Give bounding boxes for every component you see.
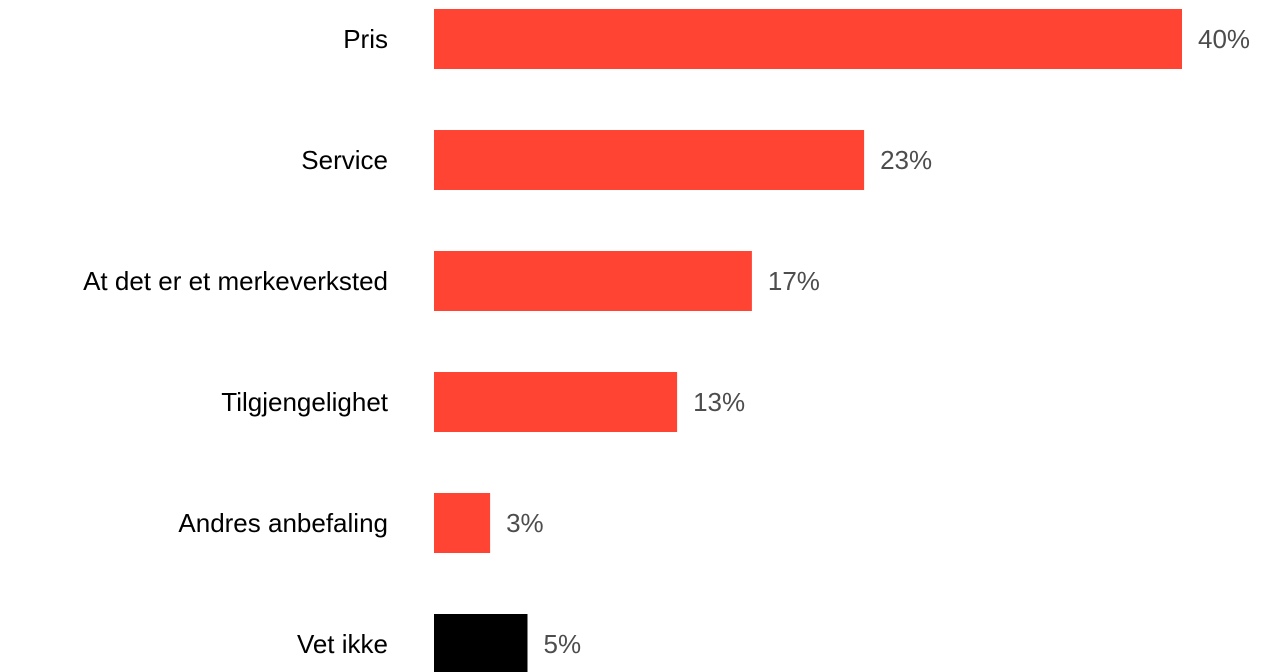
category-label-tilgjengelighet: Tilgjengelighet xyxy=(221,387,388,417)
category-label-vet-ikke: Vet ikke xyxy=(297,629,388,659)
value-label-tilgjengelighet: 13% xyxy=(693,387,745,417)
value-label-service: 23% xyxy=(880,145,932,175)
value-label-at-det-er-et-merkeverksted: 17% xyxy=(768,266,820,296)
category-label-pris: Pris xyxy=(343,24,388,54)
bar-andres-anbefaling xyxy=(434,493,491,553)
value-label-vet-ikke: 5% xyxy=(544,629,582,659)
bars-group xyxy=(434,9,1182,672)
bar-service xyxy=(434,130,865,190)
value-label-pris: 40% xyxy=(1198,24,1250,54)
category-label-andres-anbefaling: Andres anbefaling xyxy=(178,508,388,538)
bar-at-det-er-et-merkeverksted xyxy=(434,251,752,311)
category-label-at-det-er-et-merkeverksted: At det er et merkeverksted xyxy=(83,266,388,296)
bar-vet-ikke xyxy=(434,614,528,672)
value-labels-group: 40% 23% 17% 13% 3% 5% xyxy=(506,24,1250,659)
bar-pris xyxy=(434,9,1182,69)
category-label-service: Service xyxy=(301,145,388,175)
value-label-andres-anbefaling: 3% xyxy=(506,508,544,538)
bar-tilgjengelighet xyxy=(434,372,678,432)
category-labels-group: Pris Service At det er et merkeverksted Til… xyxy=(83,24,389,659)
